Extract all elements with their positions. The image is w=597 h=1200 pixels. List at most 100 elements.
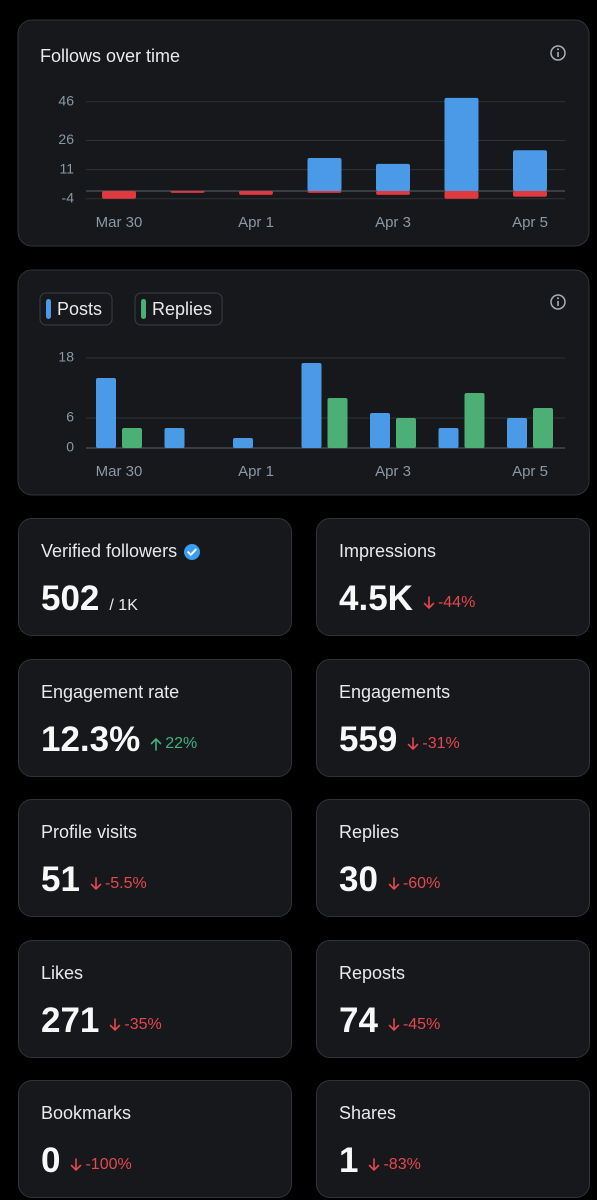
stat-card: Engagements 559 -31%	[316, 658, 590, 777]
legend-box	[39, 292, 113, 326]
stat-change: -60%	[388, 875, 440, 893]
stat-card: Reposts 74 -45%	[316, 939, 590, 1058]
charts: Follows over time -4 11 26 46 Mar 30 Apr 1 Apr…	[17, 19, 590, 496]
bar	[102, 190, 136, 199]
stat-change-text: -60%	[402, 875, 441, 893]
y-tick-label: -4	[62, 189, 75, 205]
stat-change: 22%	[150, 735, 197, 753]
stat-value: 502	[41, 579, 100, 618]
stat-card: Shares 1 -83%	[316, 1080, 590, 1199]
arrow-down	[369, 1158, 380, 1172]
stat-change-text: 22%	[165, 734, 198, 752]
stat-change-text: -5.5%	[104, 875, 147, 893]
stat-row: 74 -45%	[339, 1001, 440, 1041]
stat-label: Likes	[41, 962, 84, 983]
legend-box	[134, 292, 223, 326]
stat-change: -35%	[109, 1015, 162, 1034]
stat-label-row: Engagement rate	[41, 682, 179, 703]
stat-change-text: -83%	[383, 1156, 421, 1174]
bar	[438, 428, 459, 448]
stat-suffix: / 1K	[109, 597, 138, 614]
info-icon[interactable]	[550, 294, 566, 310]
bar	[444, 97, 479, 191]
stat-label-row: Likes	[41, 963, 83, 984]
arrow-down	[388, 1017, 400, 1031]
stat-label-row: Replies	[339, 822, 399, 843]
stat-label: Impressions	[339, 541, 437, 561]
bar	[376, 163, 410, 191]
bar	[376, 190, 410, 195]
arrow-down	[110, 1017, 121, 1031]
y-tick-label: 6	[66, 409, 74, 425]
bar	[464, 393, 485, 448]
arrow-down	[90, 877, 102, 891]
stat-value: 30	[339, 860, 378, 900]
stat-label: Profile visits	[41, 822, 138, 843]
stat-row: 12.3% 22%	[41, 720, 197, 760]
bar	[301, 363, 322, 448]
x-tick-label: Apr 1	[238, 214, 274, 231]
x-tick-label: Mar 30	[96, 463, 143, 480]
y-tick-label: 0	[66, 439, 74, 455]
verified-badge	[184, 543, 201, 560]
bar	[164, 428, 185, 448]
stat-card: Replies 30 -60%	[316, 799, 590, 918]
stat-change: -83%	[368, 1156, 421, 1174]
bar	[513, 150, 547, 191]
bar	[170, 190, 205, 193]
bar	[396, 418, 416, 448]
legend-label: Replies	[152, 299, 212, 319]
bar	[307, 190, 342, 193]
stat-row: 30 -60%	[339, 860, 440, 900]
stat-value: 4.5K	[339, 579, 413, 618]
bar	[96, 378, 116, 448]
x-tick-label: Apr 3	[375, 463, 411, 480]
stat-label-row: Reposts	[339, 963, 405, 984]
stat-label: Verified followers	[41, 541, 178, 561]
stat-card: Profile visits 51 -5.5%	[18, 799, 292, 918]
bar	[513, 190, 547, 197]
info-icon[interactable]	[550, 45, 566, 61]
x-tick-label: Mar 30	[96, 214, 143, 231]
stat-value: 51	[41, 860, 80, 900]
stat-label: Replies	[339, 822, 400, 843]
bar	[327, 398, 348, 448]
stat-row: 51 -5.5%	[41, 860, 147, 900]
stat-change: -31%	[407, 734, 460, 753]
stat-value: 559	[339, 719, 398, 759]
stat-change: -100%	[70, 1156, 132, 1174]
stat-label: Bookmarks	[41, 1103, 132, 1124]
stat-row: 0 -100%	[41, 1141, 132, 1181]
bar	[533, 408, 553, 448]
stat-card: Bookmarks 0 -100%	[18, 1080, 292, 1199]
bar	[122, 428, 142, 448]
stat-card: Impressions 4.5K -44%	[316, 518, 590, 636]
x-tick-label: Apr 5	[512, 214, 548, 231]
stat-row: 1 -83%	[339, 1141, 421, 1181]
stat-label-row: Engagements	[339, 682, 450, 703]
stat-change-text: -35%	[124, 1015, 162, 1033]
stat-card: Verified followers 502 / 1K	[18, 518, 292, 636]
stat-card: Engagement rate 12.3% 22%	[18, 658, 292, 777]
bar	[239, 190, 273, 195]
stat-label-row: Profile visits	[41, 822, 137, 843]
stat-label: Shares	[339, 1103, 397, 1124]
stat-change-text: -44%	[437, 594, 476, 611]
stat-row: 559 -31%	[339, 720, 460, 760]
legend-swatch	[46, 299, 51, 319]
bar	[507, 418, 527, 448]
stat-label: Engagement rate	[41, 681, 180, 702]
stat-label-row: Shares	[339, 1103, 396, 1124]
stat-change: -5.5%	[90, 875, 147, 893]
y-tick-label: 18	[58, 349, 74, 365]
stat-value: 12.3%	[41, 719, 141, 759]
chart-title: Follows over time	[40, 46, 180, 66]
arrow-down	[71, 1158, 82, 1172]
legend-swatch	[141, 299, 147, 319]
stat-value: 271	[41, 1000, 100, 1040]
stat-change-text: -31%	[422, 734, 460, 752]
bar	[233, 438, 253, 448]
stat-card: Likes 271 -35%	[18, 939, 292, 1058]
stat-value: 0	[41, 1141, 61, 1181]
arrow-up	[150, 737, 162, 751]
